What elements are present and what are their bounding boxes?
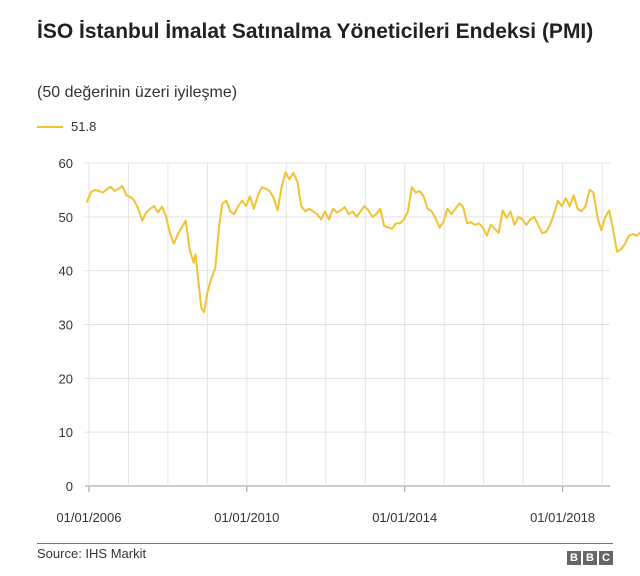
y-tick-label: 20 <box>59 371 73 386</box>
logo-letter: B <box>567 551 581 565</box>
logo-letter: B <box>583 551 597 565</box>
x-tick-label: 01/01/2014 <box>372 510 437 525</box>
x-tick-label: 01/01/2018 <box>530 510 595 525</box>
logo-letter: C <box>599 551 613 565</box>
y-tick-label: 40 <box>59 264 73 279</box>
y-tick-label: 30 <box>59 318 73 333</box>
y-axis-ticks: 0 10 20 30 40 50 60 <box>59 156 73 494</box>
y-tick-label: 60 <box>59 156 73 171</box>
x-axis-ticks: 01/01/2006 01/01/2010 01/01/2014 01/01/2018 <box>56 486 595 525</box>
grid <box>85 162 610 487</box>
legend-swatch <box>37 125 63 128</box>
chart-subtitle: (50 değerinin üzeri iyileşme) <box>37 84 238 101</box>
y-tick-label: 50 <box>59 210 73 225</box>
x-tick-label: 01/01/2010 <box>214 510 279 525</box>
series-line <box>86 171 640 314</box>
legend: 51.8 <box>37 119 96 134</box>
footer-divider <box>37 543 613 544</box>
legend-label: 51.8 <box>71 119 97 134</box>
y-tick-label: 10 <box>59 425 73 440</box>
x-tick-label: 01/01/2006 <box>56 510 121 525</box>
y-tick-label: 0 <box>66 479 73 494</box>
bbc-logo: B B C <box>567 551 613 565</box>
chart-title: İSO İstanbul İmalat Satınalma Yöneticile… <box>37 20 594 43</box>
source-note: Source: IHS Markit <box>37 546 147 561</box>
